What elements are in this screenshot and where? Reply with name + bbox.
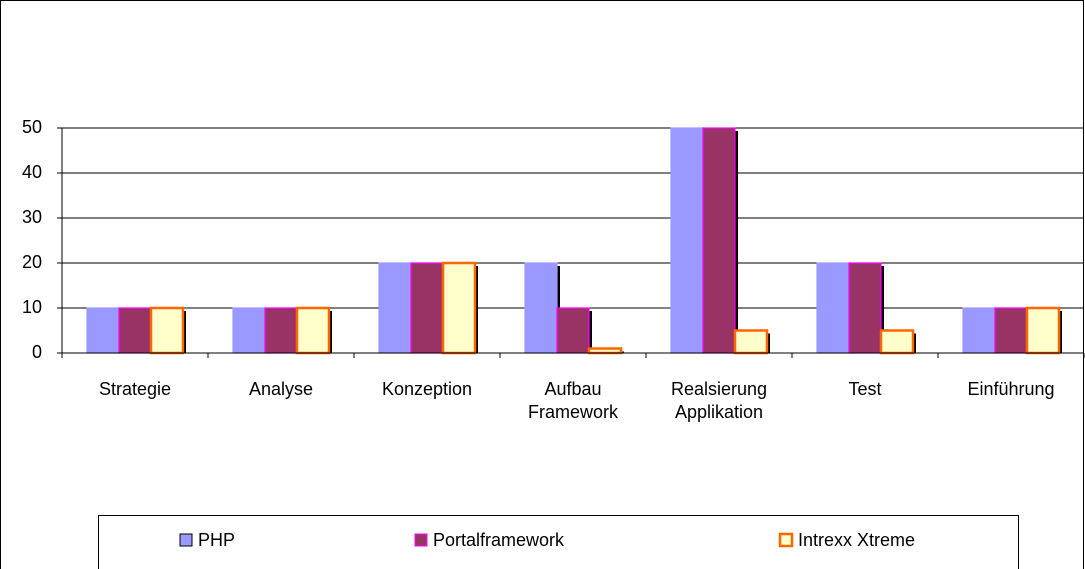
- legend-box: [98, 515, 1019, 569]
- legend-swatch: [179, 533, 193, 547]
- bar: [441, 261, 477, 355]
- bar: [879, 329, 915, 355]
- bar: [1025, 306, 1061, 355]
- bar: [149, 306, 185, 355]
- bar: [848, 262, 882, 354]
- y-tick-label: 50: [22, 117, 42, 137]
- bar: [378, 262, 412, 354]
- bar: [816, 262, 850, 354]
- x-tick-label: Test: [848, 379, 882, 399]
- bar: [994, 307, 1028, 354]
- x-tick-label: Einführung: [967, 379, 1055, 399]
- bar: [264, 307, 298, 354]
- bar: [295, 306, 331, 355]
- legend-swatch: [778, 532, 794, 548]
- bar: [962, 307, 996, 354]
- y-tick-label: 0: [32, 342, 42, 362]
- bar: [702, 127, 736, 354]
- x-tick-label: Realsierung Applikation: [670, 379, 768, 422]
- bar: [86, 307, 120, 354]
- legend-label: Portalframework: [433, 530, 565, 550]
- bar: [556, 307, 590, 354]
- bar: [733, 329, 769, 355]
- x-tick-label: Aufbau Framework: [527, 379, 618, 422]
- bar: [587, 347, 623, 355]
- x-tick-label: Analyse: [248, 379, 314, 399]
- bar: [118, 307, 152, 354]
- bar: [524, 262, 558, 354]
- y-tick-label: 20: [22, 252, 42, 272]
- y-tick-label: 10: [22, 297, 42, 317]
- legend-swatch: [414, 533, 428, 547]
- bar: [670, 127, 704, 354]
- legend-label: Intrexx Xtreme: [798, 530, 915, 550]
- bar: [410, 262, 444, 354]
- y-tick-label: 40: [22, 162, 42, 182]
- x-tick-label: Strategie: [98, 379, 172, 399]
- x-tick-label: Konzeption: [381, 379, 473, 399]
- y-tick-label: 30: [22, 207, 42, 227]
- legend-label: PHP: [198, 530, 235, 550]
- bar: [232, 307, 266, 354]
